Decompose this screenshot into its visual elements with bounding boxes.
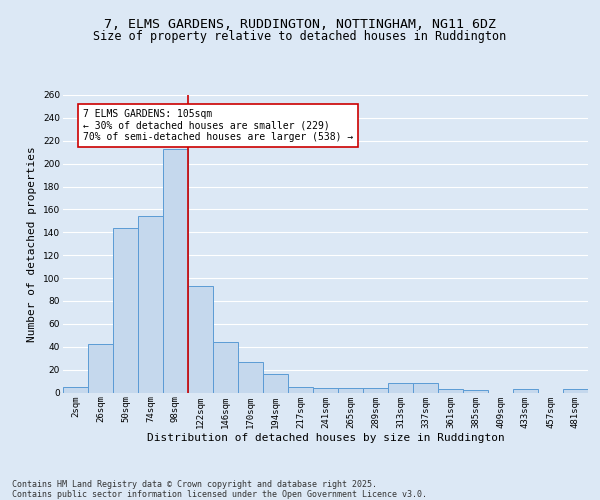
- Bar: [88, 344, 113, 393]
- Bar: [413, 384, 438, 392]
- Bar: [438, 389, 463, 392]
- Bar: [238, 362, 263, 392]
- Bar: [263, 374, 288, 392]
- Bar: [563, 389, 588, 392]
- Bar: [138, 216, 163, 392]
- Bar: [113, 228, 138, 392]
- Text: 7, ELMS GARDENS, RUDDINGTON, NOTTINGHAM, NG11 6DZ: 7, ELMS GARDENS, RUDDINGTON, NOTTINGHAM,…: [104, 18, 496, 30]
- Bar: [63, 387, 88, 392]
- Bar: [513, 389, 538, 392]
- Bar: [213, 342, 238, 392]
- Bar: [313, 388, 338, 392]
- Bar: [463, 390, 488, 392]
- Y-axis label: Number of detached properties: Number of detached properties: [28, 146, 37, 342]
- Text: Contains HM Land Registry data © Crown copyright and database right 2025.
Contai: Contains HM Land Registry data © Crown c…: [12, 480, 427, 499]
- Bar: [288, 387, 313, 392]
- Bar: [363, 388, 388, 392]
- Bar: [188, 286, 213, 393]
- Bar: [338, 388, 363, 392]
- X-axis label: Distribution of detached houses by size in Ruddington: Distribution of detached houses by size …: [146, 433, 505, 443]
- Bar: [388, 384, 413, 392]
- Text: Size of property relative to detached houses in Ruddington: Size of property relative to detached ho…: [94, 30, 506, 43]
- Bar: [163, 149, 188, 392]
- Text: 7 ELMS GARDENS: 105sqm
← 30% of detached houses are smaller (229)
70% of semi-de: 7 ELMS GARDENS: 105sqm ← 30% of detached…: [83, 108, 353, 142]
